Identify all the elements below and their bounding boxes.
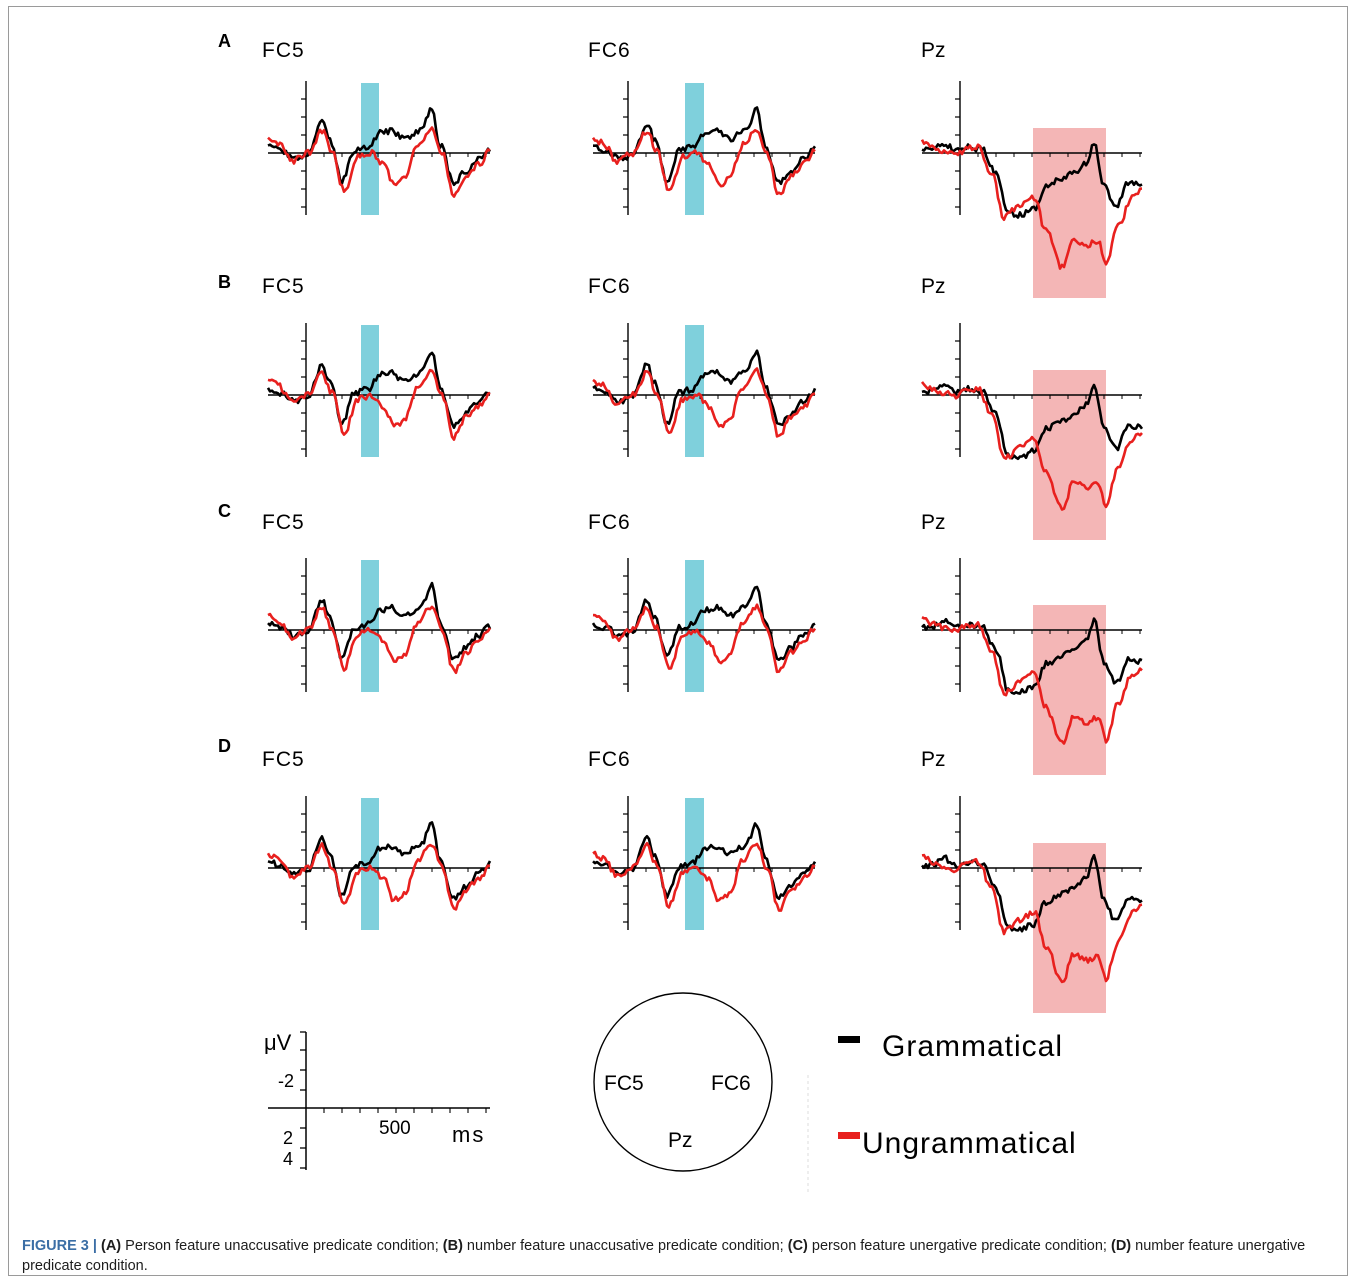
scale-unit-y: μV (264, 1030, 292, 1055)
panel-a-pz: Pz (921, 39, 1142, 298)
electrode-label: FC5 (262, 275, 305, 298)
waveform-grammatical (922, 855, 1142, 931)
row-d: D FC5 FC6 Pz (218, 736, 1142, 1013)
panel-c-fc6: FC6 (588, 511, 815, 692)
scale-legend: μV -2 2 4 500 ms (264, 1030, 490, 1170)
electrode-label: FC5 (262, 511, 305, 534)
electrode-label: Pz (921, 748, 946, 771)
panel-b-pz: Pz (921, 275, 1142, 540)
panel-d-pz: Pz (921, 748, 1142, 1013)
row-letter: C (218, 501, 231, 521)
analysis-window (361, 83, 379, 215)
caption-tag-b: (B) (443, 1238, 463, 1254)
panel-a-fc5: FC5 (262, 39, 490, 215)
panel-b-fc5: FC5 (262, 275, 490, 457)
analysis-window (685, 83, 704, 215)
row-letter: B (218, 272, 231, 292)
scale-tick-4: 4 (283, 1149, 293, 1169)
analysis-window (685, 560, 704, 692)
legend-ungrammatical: Ungrammatical (862, 1127, 1077, 1160)
electrode-label: Pz (921, 511, 946, 534)
row-c: C FC5 FC6 Pz (218, 501, 1142, 775)
row-b: B FC5 FC6 Pz (218, 272, 1142, 540)
waveform-ungrammatical (922, 140, 1142, 269)
headmap-pz: Pz (668, 1129, 693, 1152)
head-map: FC5 FC6 Pz (594, 993, 808, 1195)
caption-tag-d: (D) (1111, 1238, 1131, 1254)
panel-c-pz: Pz (921, 511, 1142, 775)
electrode-label: FC6 (588, 511, 631, 534)
waveform-ungrammatical (922, 382, 1142, 510)
electrode-label: Pz (921, 39, 946, 62)
panel-d-fc6: FC6 (588, 748, 815, 930)
panel-a-fc6: FC6 (588, 39, 815, 215)
erp-figure: A FC5 FC6 Pz B FC5 FC6 Pz C FC5 FC6 Pz D FC5 FC6 Pz μV … (0, 0, 1358, 1230)
legend-grammatical: Grammatical (882, 1030, 1063, 1063)
condition-legend: Grammatical Ungrammatical (838, 1030, 1077, 1160)
row-letter: D (218, 736, 231, 756)
caption-text-c: person feature unergative predicate cond… (808, 1238, 1111, 1254)
headmap-fc6: FC6 (711, 1072, 751, 1095)
electrode-label: FC5 (262, 748, 305, 771)
electrode-label: Pz (921, 275, 946, 298)
caption-tag-c: (C) (788, 1238, 808, 1254)
scale-unit-x: ms (452, 1122, 485, 1147)
waveform-ungrammatical (922, 617, 1142, 743)
caption-prefix: FIGURE 3 | (22, 1238, 101, 1254)
figure-caption: FIGURE 3 | (A) Person feature unaccusati… (22, 1236, 1322, 1276)
waveform-ungrammatical (922, 855, 1142, 982)
legend-swatch-ungrammatical (838, 1132, 860, 1139)
electrode-label: FC5 (262, 39, 305, 62)
caption-text-a: Person feature unaccusative predicate co… (121, 1238, 443, 1254)
legend-swatch-grammatical (838, 1036, 860, 1043)
electrode-label: FC6 (588, 39, 631, 62)
headmap-fc5: FC5 (604, 1072, 644, 1095)
electrode-label: FC6 (588, 748, 631, 771)
row-letter: A (218, 31, 231, 51)
caption-text-b: number feature unaccusative predicate co… (463, 1238, 788, 1254)
row-a: A FC5 FC6 Pz (218, 31, 1142, 298)
scale-tick-neg2: -2 (278, 1071, 294, 1091)
caption-tag-a: (A) (101, 1238, 121, 1254)
scale-tick-500: 500 (379, 1118, 411, 1139)
electrode-label: FC6 (588, 275, 631, 298)
scale-tick-2: 2 (283, 1128, 293, 1148)
panel-c-fc5: FC5 (262, 511, 490, 692)
panel-b-fc6: FC6 (588, 275, 815, 457)
erp-panels: A FC5 FC6 Pz B FC5 FC6 Pz C FC5 FC6 Pz D FC5 FC6 Pz (218, 31, 1142, 1013)
panel-d-fc5: FC5 (262, 748, 490, 930)
